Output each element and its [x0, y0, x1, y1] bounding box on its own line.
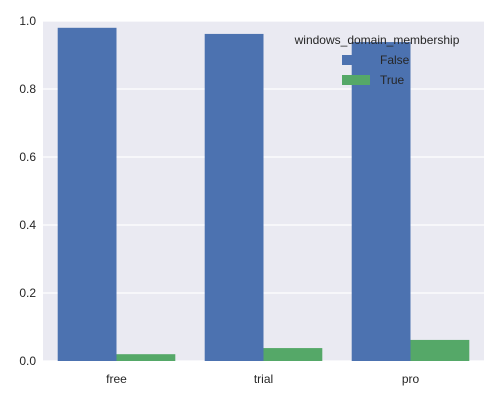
legend-swatch-true — [342, 75, 370, 85]
x-axis-ticks: free trial pro — [106, 372, 419, 386]
y-tick-label: 1.0 — [19, 14, 36, 28]
bar-pro-false — [351, 42, 411, 361]
legend-label-false: False — [380, 53, 410, 67]
x-tick-label: trial — [254, 372, 273, 386]
bar-trial-true — [263, 348, 323, 361]
bar-trial-false — [204, 33, 264, 362]
y-tick-label: 0.0 — [19, 354, 36, 368]
bar-pro-true — [410, 339, 470, 361]
y-tick-label: 0.6 — [19, 150, 36, 164]
bar-free-false — [57, 27, 117, 362]
legend-label-true: True — [380, 73, 405, 87]
legend: windows_domain_membership False True — [294, 33, 460, 87]
legend-swatch-false — [342, 55, 370, 65]
bars — [57, 27, 470, 362]
legend-title: windows_domain_membership — [294, 33, 460, 47]
y-axis-ticks: 0.0 0.2 0.4 0.6 0.8 1.0 — [19, 14, 36, 368]
x-tick-label: pro — [402, 372, 420, 386]
x-tick-label: free — [106, 372, 127, 386]
y-tick-label: 0.4 — [19, 218, 36, 232]
bar-free-true — [116, 354, 176, 361]
y-tick-label: 0.2 — [19, 286, 36, 300]
y-tick-label: 0.8 — [19, 82, 36, 96]
